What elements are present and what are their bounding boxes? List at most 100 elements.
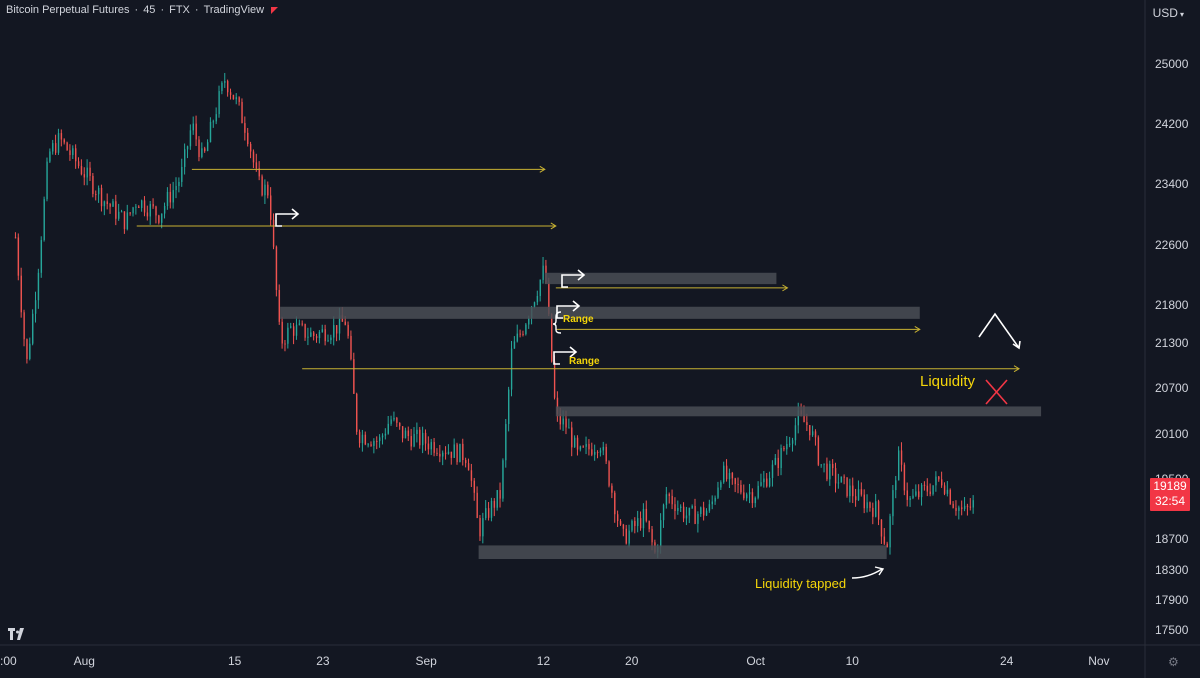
- candle-up: [631, 520, 633, 531]
- candle-up: [757, 485, 759, 498]
- candle-down: [66, 142, 68, 151]
- candle-down: [347, 324, 349, 336]
- price-tick-label: 20100: [1155, 426, 1189, 441]
- candle-up: [717, 487, 719, 498]
- candle-up: [189, 130, 192, 147]
- candle-up: [797, 410, 800, 426]
- candle-up: [599, 450, 602, 453]
- candle-up: [912, 495, 914, 499]
- candle-up: [172, 190, 174, 203]
- candle-down: [439, 453, 441, 457]
- candle-up: [140, 200, 143, 209]
- time-tick-label: Nov: [1088, 654, 1110, 668]
- candle-down: [456, 444, 458, 463]
- candle-down: [433, 442, 435, 453]
- candle-up: [628, 530, 630, 544]
- candle-down: [596, 452, 599, 454]
- candle-up: [390, 419, 392, 424]
- candle-down: [941, 479, 943, 486]
- candle-up: [43, 199, 45, 241]
- candle-up: [333, 325, 335, 338]
- flag-icon[interactable]: [271, 6, 279, 14]
- tradingview-logo-icon[interactable]: [8, 628, 26, 642]
- separator: ·: [194, 4, 199, 16]
- gear-icon[interactable]: ⚙: [1168, 655, 1179, 669]
- candle-down: [499, 490, 501, 499]
- candle-down: [424, 432, 427, 444]
- time-tick-label: :00: [0, 654, 17, 668]
- candle-down: [493, 500, 496, 508]
- candle-up: [381, 435, 384, 438]
- candle-up: [568, 427, 570, 429]
- candle-up: [700, 507, 702, 514]
- ray-arrowhead: [539, 165, 546, 173]
- price-tick-label: 21300: [1155, 336, 1189, 350]
- candle-up: [459, 443, 461, 463]
- candle-up: [201, 148, 203, 157]
- ray-arrowhead: [914, 325, 921, 333]
- candle-down: [229, 92, 232, 95]
- candle-down: [556, 397, 559, 414]
- candle-up: [932, 485, 934, 495]
- candle-up: [126, 212, 129, 230]
- candle-down: [20, 275, 22, 313]
- hook-line: [561, 274, 584, 288]
- candle-up: [768, 477, 771, 487]
- candle-down: [918, 491, 920, 498]
- symbol-name[interactable]: Bitcoin Perpetual Futures: [6, 4, 130, 16]
- candle-up: [505, 424, 507, 461]
- candle-up: [384, 433, 387, 436]
- candle-down: [814, 431, 817, 438]
- candle-down: [204, 148, 206, 152]
- candle-down: [863, 494, 865, 509]
- candle-up: [132, 207, 134, 214]
- exchange: FTX: [169, 4, 190, 16]
- candle-up: [958, 507, 960, 511]
- current-price-badge: 19189 32:54: [1150, 478, 1190, 511]
- candle-down: [872, 507, 874, 517]
- hook-arrowhead: [577, 269, 586, 281]
- candle-up: [86, 167, 88, 178]
- candle-up: [373, 441, 375, 446]
- candle-up: [585, 443, 587, 447]
- candle-up: [889, 516, 891, 548]
- candle-down: [943, 485, 946, 494]
- candle-up: [820, 464, 822, 466]
- candle-down: [69, 150, 71, 156]
- candle-down: [54, 143, 57, 153]
- hook-arrowhead: [572, 300, 581, 312]
- candle-down: [462, 443, 464, 461]
- candle-down: [479, 517, 481, 537]
- candle-down: [450, 451, 453, 458]
- currency-selector[interactable]: USD ▾: [1153, 6, 1184, 20]
- liquidity-zone: [555, 406, 1042, 417]
- candle-down: [436, 452, 438, 454]
- candle-up: [536, 295, 539, 303]
- interval[interactable]: 45: [143, 4, 156, 16]
- candle-up: [562, 418, 564, 425]
- candle-down: [83, 174, 86, 178]
- cross-icon: [985, 379, 1008, 405]
- candle-down: [89, 167, 91, 176]
- price-tick-label: 17500: [1155, 623, 1189, 637]
- candle-down: [929, 491, 931, 495]
- candle-up: [972, 500, 974, 508]
- candle-up: [32, 313, 34, 344]
- candle-up: [29, 343, 31, 359]
- chevron-down-icon: ▾: [1179, 10, 1184, 19]
- ray-arrowhead: [1013, 365, 1021, 373]
- candle-down: [846, 477, 848, 497]
- candle-up: [963, 505, 966, 509]
- candle-up: [298, 323, 301, 325]
- candle-up: [215, 114, 217, 122]
- candle-up: [307, 336, 309, 338]
- candle-down: [232, 94, 235, 100]
- candle-down: [591, 449, 593, 455]
- candle-down: [817, 437, 820, 465]
- candle-up: [290, 326, 292, 328]
- candle-up: [490, 500, 493, 518]
- candle-down: [886, 543, 888, 548]
- candle-up: [166, 191, 169, 206]
- candle-up: [338, 315, 341, 334]
